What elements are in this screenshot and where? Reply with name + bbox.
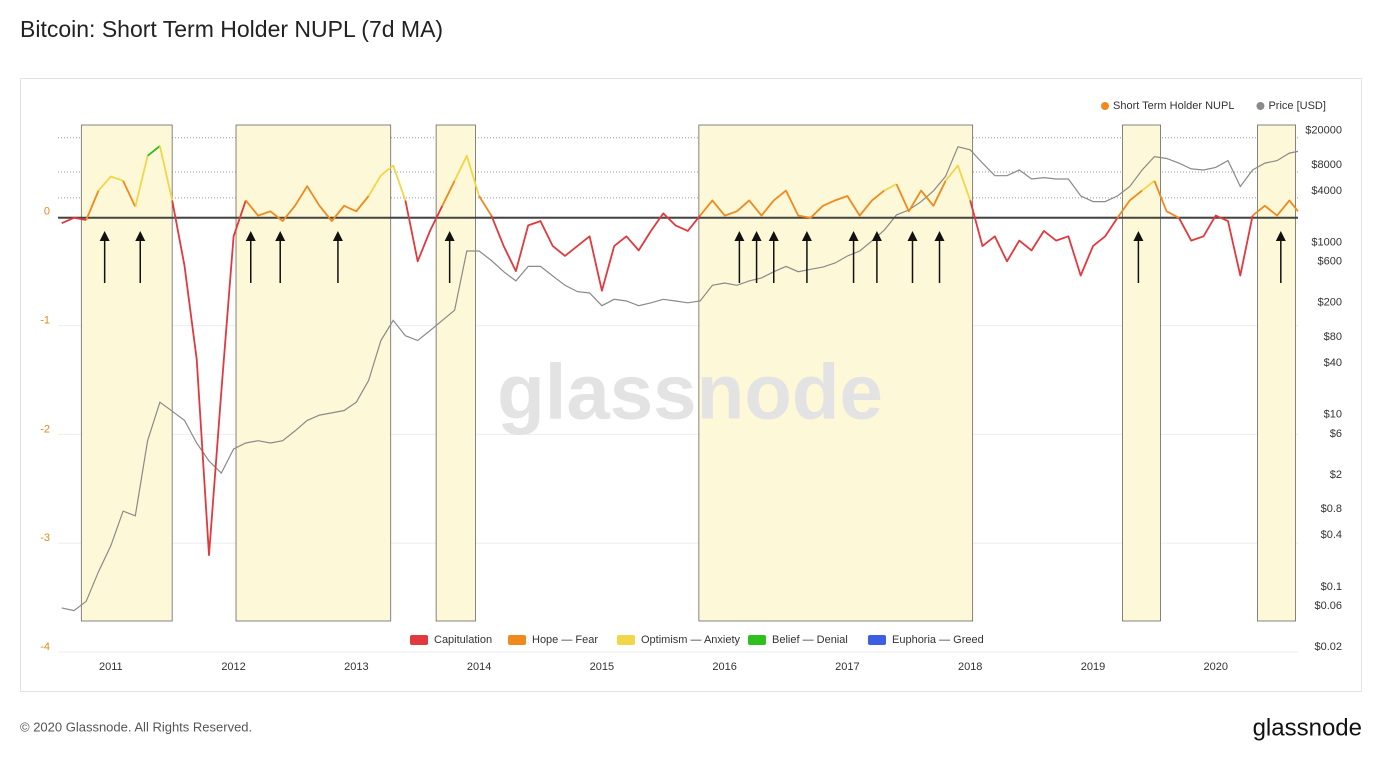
nupl-line — [122, 180, 137, 208]
arrow-head — [768, 231, 779, 241]
watermark: glassnode — [497, 348, 883, 436]
nupl-line — [61, 216, 87, 225]
nupl-line — [441, 180, 456, 207]
y2-tick-label: $20000 — [1305, 125, 1342, 137]
nupl-line — [895, 180, 947, 213]
x-tick-label: 2011 — [99, 661, 123, 673]
nupl-line — [97, 175, 124, 192]
x-tick-label: 2017 — [835, 661, 859, 673]
zone-label: Hope — Fear — [532, 634, 598, 646]
plot: 0 -1 -2 -3 -4 $20000 $8000 $4000 $1000 $600 $200 $8… — [40, 100, 1342, 673]
zone-label: Capitulation — [434, 634, 492, 646]
nupl-line — [245, 185, 370, 222]
highlight-band — [235, 124, 392, 622]
chart-title: Bitcoin: Short Term Holder NUPL (7d MA) — [20, 16, 443, 42]
footer: © 2020 Glassnode. All Rights Reserved. — [20, 719, 252, 734]
arrow-head — [751, 231, 762, 241]
nupl-line — [85, 190, 100, 221]
nupl-line — [453, 154, 480, 197]
nupl-line — [1141, 180, 1155, 192]
highlight-band — [1257, 124, 1296, 622]
zone-swatch — [748, 635, 766, 645]
legend-dot — [1101, 102, 1109, 110]
nupl-line — [883, 183, 897, 192]
y-tick-label: -3 — [40, 532, 50, 544]
y2-tick-label: $0.06 — [1314, 600, 1342, 612]
highlight-band — [1122, 124, 1161, 622]
price-line — [61, 146, 1299, 612]
nupl-line — [969, 200, 1119, 277]
highlight-band — [80, 124, 173, 622]
zone-swatch — [410, 635, 428, 645]
nupl-line — [1252, 199, 1299, 217]
legend-dot — [1256, 102, 1265, 110]
nupl-line — [159, 145, 174, 201]
x-tick-label: 2014 — [467, 661, 491, 673]
arrow-head — [848, 231, 859, 241]
highlight-band — [435, 124, 476, 622]
y2-tick-label: $8000 — [1311, 159, 1342, 171]
y2-tick-label: $0.4 — [1321, 529, 1342, 541]
arrow-head — [1133, 231, 1144, 241]
zone-swatch — [617, 635, 635, 645]
y2-tick-label: $80 — [1324, 331, 1342, 343]
zone-label: Optimism — Anxiety — [641, 634, 741, 646]
nupl-line — [1153, 180, 1180, 219]
y2-tick-label: $10 — [1324, 409, 1342, 421]
arrow-head — [332, 231, 343, 241]
zone-swatch — [868, 635, 886, 645]
y2-tick-label: $1000 — [1311, 237, 1342, 249]
arrow-head — [801, 231, 812, 241]
nupl-line — [490, 212, 701, 292]
x-tick-label: 2013 — [344, 661, 368, 673]
nupl-line — [1116, 189, 1143, 219]
x-tick-label: 2018 — [958, 661, 982, 673]
arrow-head — [871, 231, 882, 241]
y-tick-label: -1 — [40, 315, 50, 327]
zone-label: Euphoria — Greed — [892, 634, 984, 646]
y-tick-label: 0 — [44, 206, 50, 218]
y-tick-label: -2 — [40, 423, 50, 435]
x-tick-label: 2019 — [1081, 661, 1105, 673]
y2-tick-label: $0.8 — [1321, 503, 1342, 515]
y2-tick-label: $2 — [1330, 469, 1342, 481]
highlight-band — [698, 124, 974, 622]
zone-swatch — [508, 635, 526, 645]
nupl-line — [171, 200, 247, 556]
arrow-head — [275, 231, 286, 241]
y2-tick-label: $40 — [1324, 357, 1342, 369]
nupl-line — [367, 164, 407, 201]
x-tick-label: 2015 — [590, 661, 614, 673]
nupl-line — [134, 155, 149, 208]
y2-tick-label: $200 — [1318, 297, 1342, 309]
arrow-head — [934, 231, 945, 241]
y2-tick-label: $0.02 — [1314, 641, 1342, 653]
logo: glassnode — [1253, 714, 1362, 741]
nupl-line — [944, 164, 972, 201]
y2-tick-label: $6 — [1330, 428, 1342, 440]
x-tick-label: 2012 — [221, 661, 245, 673]
x-tick-label: 2020 — [1204, 661, 1228, 673]
legend-label: Price [USD] — [1268, 100, 1325, 112]
arrow-head — [135, 231, 146, 241]
y-tick-label: -4 — [40, 641, 50, 653]
arrow-head — [1275, 231, 1286, 241]
y2-tick-label: $0.1 — [1321, 581, 1342, 593]
nupl-line — [478, 195, 493, 217]
x-tick-label: 2016 — [712, 661, 736, 673]
arrow-head — [245, 231, 256, 241]
y2-tick-label: $600 — [1318, 256, 1342, 268]
arrow-head — [734, 231, 745, 241]
zone-label: Belief — Denial — [772, 634, 848, 646]
arrow-head — [99, 231, 110, 241]
y2-tick-label: $4000 — [1311, 185, 1342, 197]
nupl-line — [404, 200, 444, 263]
nupl-line — [699, 189, 885, 219]
legend-label: Short Term Holder NUPL — [1113, 100, 1234, 112]
nupl-line — [1178, 214, 1254, 277]
arrow-head — [444, 231, 455, 241]
arrow-head — [907, 231, 918, 241]
nupl-line — [147, 145, 161, 157]
